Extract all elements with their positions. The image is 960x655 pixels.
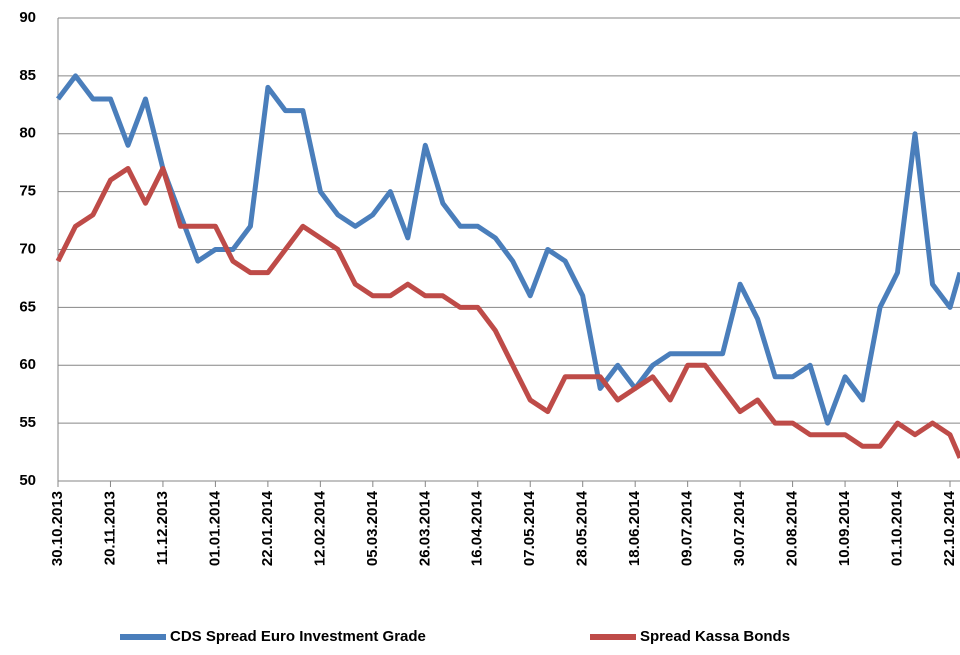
x-tick-label: 01.10.2014 (889, 490, 906, 566)
legend-label: Spread Kassa Bonds (640, 628, 790, 645)
x-tick-label: 30.10.2013 (49, 491, 66, 566)
x-tick-label: 10.09.2014 (836, 490, 853, 566)
x-tick-label: 01.01.2014 (206, 490, 223, 566)
y-tick-label: 80 (19, 125, 36, 142)
y-tick-label: 85 (19, 67, 36, 84)
series-line (56, 73, 960, 426)
y-tick-label: 60 (19, 356, 36, 373)
y-tick-label: 50 (19, 472, 36, 489)
x-tick-label: 22.01.2014 (259, 490, 276, 566)
y-tick-label: 65 (19, 298, 36, 315)
x-tick-label: 20.11.2013 (101, 491, 118, 565)
x-tick-label: 30.07.2014 (731, 490, 748, 566)
x-tick-label: 26.03.2014 (416, 490, 433, 566)
x-tick-label: 28.05.2014 (574, 490, 591, 566)
x-tick-label: 05.03.2014 (364, 490, 381, 566)
legend-label: CDS Spread Euro Investment Grade (170, 628, 426, 645)
x-tick-label: 11.12.2013 (154, 491, 171, 565)
series-line (55, 166, 960, 459)
x-tick-label: 20.08.2014 (784, 490, 801, 566)
y-tick-label: 70 (19, 240, 36, 257)
y-tick-label: 90 (19, 9, 36, 26)
x-tick-label: 09.07.2014 (679, 490, 696, 566)
x-tick-label: 16.04.2014 (469, 490, 486, 566)
x-tick-label: 12.02.2014 (311, 490, 328, 566)
x-tick-label: 07.05.2014 (521, 490, 538, 566)
x-tick-label: 18.06.2014 (626, 490, 643, 566)
x-tick-label: 22.10.2014 (941, 490, 958, 566)
y-tick-label: 75 (19, 183, 36, 200)
y-tick-label: 55 (19, 414, 36, 431)
